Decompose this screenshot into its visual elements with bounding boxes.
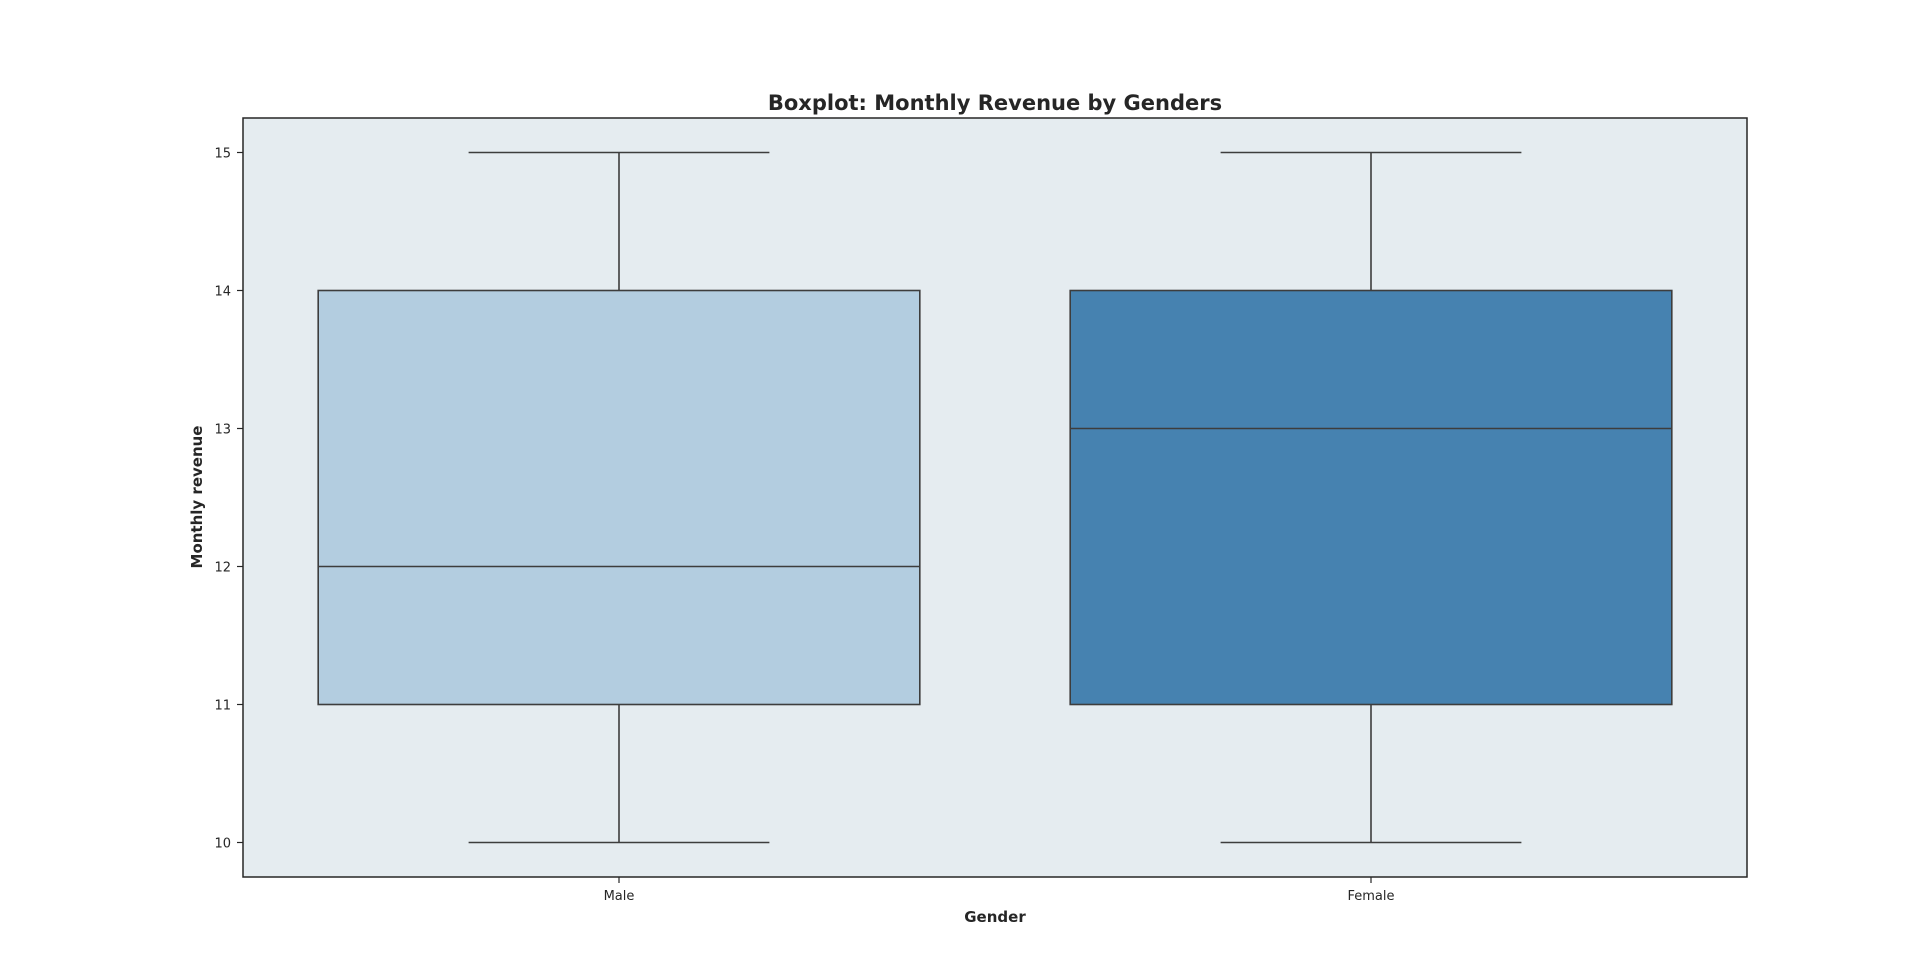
y-axis-title: Monthly revenue <box>188 426 206 569</box>
x-tick-label-male: Male <box>604 889 635 904</box>
box-marks <box>317 151 1673 844</box>
box-group-female <box>1069 151 1673 844</box>
y-tick-label: 14 <box>214 285 231 300</box>
y-tick-label: 10 <box>214 837 231 852</box>
x-tick-label-female: Female <box>1347 889 1394 904</box>
chart-title: Boxplot: Monthly Revenue by Genders <box>768 91 1222 115</box>
box-female <box>1069 289 1673 706</box>
y-axis: 10 11 12 13 14 15 <box>214 147 243 852</box>
box-group-male <box>317 151 921 844</box>
x-axis: Male Female <box>604 877 1395 904</box>
plot-frame <box>242 117 1748 878</box>
y-tick-label: 15 <box>214 147 231 162</box>
x-axis-title: Gender <box>964 908 1026 926</box>
y-tick-label: 11 <box>214 699 231 714</box>
box-male <box>317 289 921 706</box>
y-tick-label: 13 <box>214 423 231 438</box>
y-tick-label: 12 <box>214 561 231 576</box>
